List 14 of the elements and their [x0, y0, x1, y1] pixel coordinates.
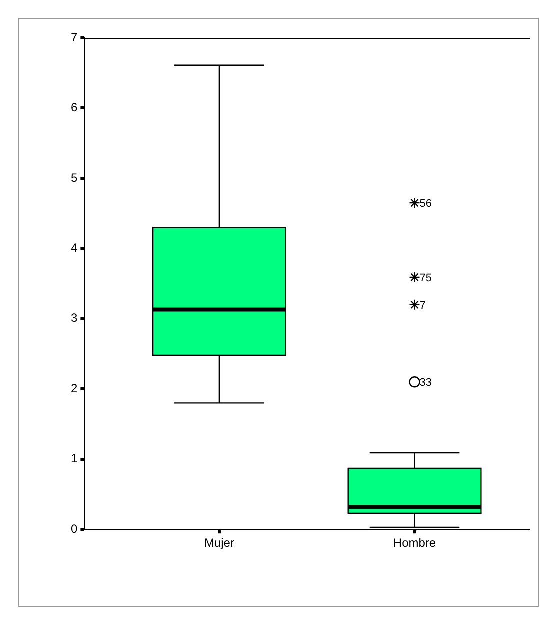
x-tick-label: Mujer: [204, 536, 234, 550]
y-tick-label: 6: [70, 100, 78, 115]
annotation: 75: [420, 272, 432, 285]
x-tick-label: Hombre: [393, 536, 436, 550]
y-tick-label: 1: [70, 452, 78, 466]
annotation: 56: [420, 198, 432, 210]
y-tick-label: 7: [70, 30, 78, 44]
y-tick-label: 2: [70, 381, 78, 396]
y-tick-label: 0: [70, 522, 78, 536]
y-tick-label: 3: [70, 311, 78, 326]
annotation: 7: [420, 300, 426, 312]
y-tick-label: 4: [70, 241, 78, 255]
annotation: 33: [420, 377, 432, 390]
y-tick-label: 5: [70, 170, 78, 185]
